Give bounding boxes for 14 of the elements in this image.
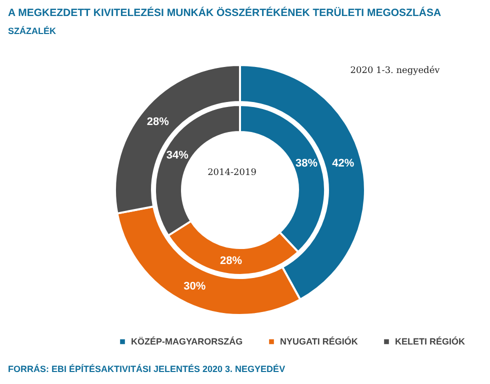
data-label: 28% xyxy=(146,116,170,128)
legend-label: NYUGATI RÉGIÓK xyxy=(280,336,358,347)
legend-label: KÖZÉP-MAGYARORSZÁG xyxy=(131,336,243,347)
text: SZÁZALÉK xyxy=(8,26,56,36)
data-label: 38% xyxy=(295,158,318,170)
data-label: 30% xyxy=(184,280,206,292)
data-label: 34% xyxy=(166,150,189,162)
slice-label: 2020 1-3. negyedév xyxy=(350,65,441,76)
data-label: 28% xyxy=(220,254,242,267)
slice-label: 2014-2019 xyxy=(208,168,257,178)
legend-label: KELETI RÉGIÓK xyxy=(395,336,466,347)
text: FORRÁS: EBI ÉPÍTÉSAKTIVITÁSI JELENTÉS 2020 3. NEGYEDÉV xyxy=(8,364,286,374)
chart-title: A MEGKEZDETT KIVITELEZÉSI MUNKÁK ÖSSZÉRTÉKÉNEK TERÜLETI MEGOSZLÁSA xyxy=(8,6,442,19)
data-label: 42% xyxy=(332,158,354,170)
